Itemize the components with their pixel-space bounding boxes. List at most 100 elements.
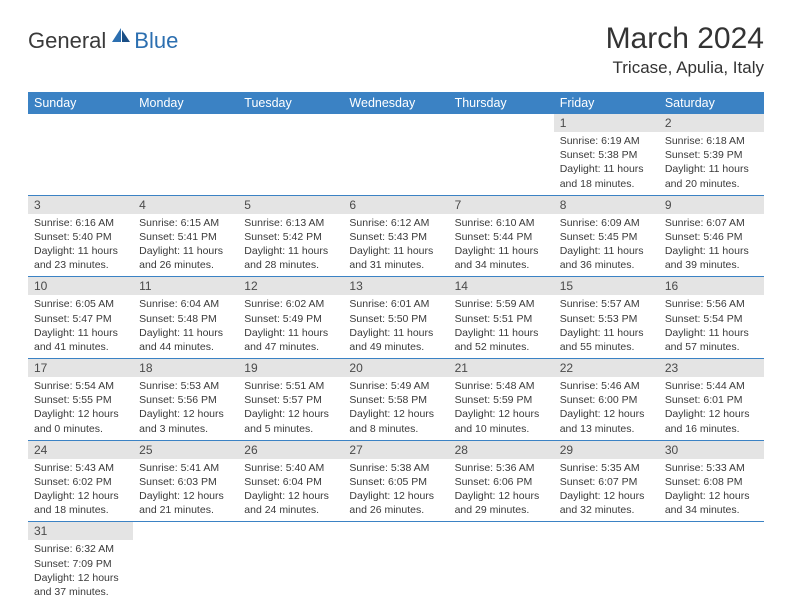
sunrise-text: Sunrise: 5:59 AM — [455, 297, 548, 311]
day-number: 30 — [659, 441, 764, 459]
sunset-text: Sunset: 6:08 PM — [665, 475, 758, 489]
day-number: 28 — [449, 441, 554, 459]
sunrise-text: Sunrise: 6:05 AM — [34, 297, 127, 311]
sunset-text: Sunset: 5:40 PM — [34, 230, 127, 244]
daylight-text: Daylight: 12 hours and 8 minutes. — [349, 407, 442, 435]
day-info: Sunrise: 5:51 AMSunset: 5:57 PMDaylight:… — [238, 377, 343, 440]
calendar-row: 24Sunrise: 5:43 AMSunset: 6:02 PMDayligh… — [28, 440, 764, 522]
calendar-cell: 23Sunrise: 5:44 AMSunset: 6:01 PMDayligh… — [659, 359, 764, 441]
calendar-cell — [28, 114, 133, 195]
sunrise-text: Sunrise: 6:02 AM — [244, 297, 337, 311]
daylight-text: Daylight: 11 hours and 31 minutes. — [349, 244, 442, 272]
weekday-header: Monday — [133, 92, 238, 114]
sunset-text: Sunset: 5:46 PM — [665, 230, 758, 244]
sunset-text: Sunset: 5:55 PM — [34, 393, 127, 407]
daylight-text: Daylight: 11 hours and 20 minutes. — [665, 162, 758, 190]
day-number: 2 — [659, 114, 764, 132]
day-number: 3 — [28, 196, 133, 214]
sunset-text: Sunset: 5:39 PM — [665, 148, 758, 162]
day-info: Sunrise: 6:12 AMSunset: 5:43 PMDaylight:… — [343, 214, 448, 277]
weekday-header: Sunday — [28, 92, 133, 114]
sunset-text: Sunset: 5:47 PM — [34, 312, 127, 326]
daylight-text: Daylight: 12 hours and 5 minutes. — [244, 407, 337, 435]
day-number: 26 — [238, 441, 343, 459]
day-info: Sunrise: 5:49 AMSunset: 5:58 PMDaylight:… — [343, 377, 448, 440]
sunset-text: Sunset: 5:58 PM — [349, 393, 442, 407]
day-info: Sunrise: 6:10 AMSunset: 5:44 PMDaylight:… — [449, 214, 554, 277]
daylight-text: Daylight: 11 hours and 52 minutes. — [455, 326, 548, 354]
calendar-cell: 20Sunrise: 5:49 AMSunset: 5:58 PMDayligh… — [343, 359, 448, 441]
sunset-text: Sunset: 5:57 PM — [244, 393, 337, 407]
day-info: Sunrise: 6:09 AMSunset: 5:45 PMDaylight:… — [554, 214, 659, 277]
calendar-cell: 27 Sunrise: 5:38 AMSunset: 6:05 PMDayligh… — [343, 440, 448, 522]
calendar-cell: 25Sunrise: 5:41 AMSunset: 6:03 PMDayligh… — [133, 440, 238, 522]
day-info: Sunrise: 6:16 AMSunset: 5:40 PMDaylight:… — [28, 214, 133, 277]
day-info: Sunrise: 6:05 AMSunset: 5:47 PMDaylight:… — [28, 295, 133, 358]
weekday-header: Wednesday — [343, 92, 448, 114]
calendar-cell: 28Sunrise: 5:36 AMSunset: 6:06 PMDayligh… — [449, 440, 554, 522]
day-number: 29 — [554, 441, 659, 459]
daylight-text: Daylight: 11 hours and 28 minutes. — [244, 244, 337, 272]
calendar-cell: 13Sunrise: 6:01 AMSunset: 5:50 PMDayligh… — [343, 277, 448, 359]
daylight-text: Daylight: 11 hours and 23 minutes. — [34, 244, 127, 272]
sunset-text: Sunset: 5:42 PM — [244, 230, 337, 244]
calendar-cell: 29Sunrise: 5:35 AMSunset: 6:07 PMDayligh… — [554, 440, 659, 522]
weekday-header: Tuesday — [238, 92, 343, 114]
weekday-header: Friday — [554, 92, 659, 114]
daylight-text: Daylight: 11 hours and 41 minutes. — [34, 326, 127, 354]
calendar-cell — [238, 114, 343, 195]
daylight-text: Daylight: 11 hours and 18 minutes. — [560, 162, 653, 190]
day-number: 14 — [449, 277, 554, 295]
day-info: Sunrise: 5:40 AMSunset: 6:04 PMDaylight:… — [238, 459, 343, 522]
calendar-row: 3Sunrise: 6:16 AMSunset: 5:40 PMDaylight… — [28, 195, 764, 277]
day-info: Sunrise: 6:04 AMSunset: 5:48 PMDaylight:… — [133, 295, 238, 358]
day-info: Sunrise: 6:02 AMSunset: 5:49 PMDaylight:… — [238, 295, 343, 358]
day-number: 19 — [238, 359, 343, 377]
day-info: Sunrise: 5:33 AMSunset: 6:08 PMDaylight:… — [659, 459, 764, 522]
sunrise-text: Sunrise: 6:01 AM — [349, 297, 442, 311]
calendar-cell: 5Sunrise: 6:13 AMSunset: 5:42 PMDaylight… — [238, 195, 343, 277]
day-number: 7 — [449, 196, 554, 214]
calendar-cell: 1Sunrise: 6:19 AMSunset: 5:38 PMDaylight… — [554, 114, 659, 195]
sunrise-text: Sunrise: 6:12 AM — [349, 216, 442, 230]
daylight-text: Daylight: 12 hours and 26 minutes. — [349, 489, 442, 517]
sunrise-text: Sunrise: 5:51 AM — [244, 379, 337, 393]
daylight-text: Daylight: 12 hours and 18 minutes. — [34, 489, 127, 517]
calendar-cell: 2Sunrise: 6:18 AMSunset: 5:39 PMDaylight… — [659, 114, 764, 195]
day-number: 1 — [554, 114, 659, 132]
day-info: Sunrise: 5:41 AMSunset: 6:03 PMDaylight:… — [133, 459, 238, 522]
calendar-cell: 10Sunrise: 6:05 AMSunset: 5:47 PMDayligh… — [28, 277, 133, 359]
daylight-text: Daylight: 11 hours and 55 minutes. — [560, 326, 653, 354]
sunrise-text: Sunrise: 5:54 AM — [34, 379, 127, 393]
sunrise-text: Sunrise: 6:19 AM — [560, 134, 653, 148]
sunrise-text: Sunrise: 5:38 AM — [349, 461, 442, 475]
calendar-cell: 31Sunrise: 6:32 AMSunset: 7:09 PMDayligh… — [28, 522, 133, 603]
calendar-cell: 16Sunrise: 5:56 AMSunset: 5:54 PMDayligh… — [659, 277, 764, 359]
day-number: 5 — [238, 196, 343, 214]
calendar-cell — [449, 522, 554, 603]
daylight-text: Daylight: 11 hours and 39 minutes. — [665, 244, 758, 272]
logo: General Blue — [28, 26, 178, 55]
sunset-text: Sunset: 5:59 PM — [455, 393, 548, 407]
sunset-text: Sunset: 6:05 PM — [349, 475, 442, 489]
sunset-text: Sunset: 6:04 PM — [244, 475, 337, 489]
day-number: 27 — [343, 441, 448, 459]
sunset-text: Sunset: 5:53 PM — [560, 312, 653, 326]
logo-sail-icon — [110, 26, 132, 49]
calendar-cell: 3Sunrise: 6:16 AMSunset: 5:40 PMDaylight… — [28, 195, 133, 277]
calendar-row: 17Sunrise: 5:54 AMSunset: 5:55 PMDayligh… — [28, 359, 764, 441]
day-info: Sunrise: 5:35 AMSunset: 6:07 PMDaylight:… — [554, 459, 659, 522]
daylight-text: Daylight: 12 hours and 37 minutes. — [34, 571, 127, 599]
sunset-text: Sunset: 5:44 PM — [455, 230, 548, 244]
day-number: 17 — [28, 359, 133, 377]
calendar-cell — [133, 114, 238, 195]
calendar-cell: 22Sunrise: 5:46 AMSunset: 6:00 PMDayligh… — [554, 359, 659, 441]
day-number: 20 — [343, 359, 448, 377]
calendar-cell: 6Sunrise: 6:12 AMSunset: 5:43 PMDaylight… — [343, 195, 448, 277]
daylight-text: Daylight: 12 hours and 0 minutes. — [34, 407, 127, 435]
sunrise-text: Sunrise: 6:10 AM — [455, 216, 548, 230]
sunrise-text: Sunrise: 5:36 AM — [455, 461, 548, 475]
calendar-cell — [343, 522, 448, 603]
daylight-text: Daylight: 12 hours and 29 minutes. — [455, 489, 548, 517]
sunrise-text: Sunrise: 5:48 AM — [455, 379, 548, 393]
